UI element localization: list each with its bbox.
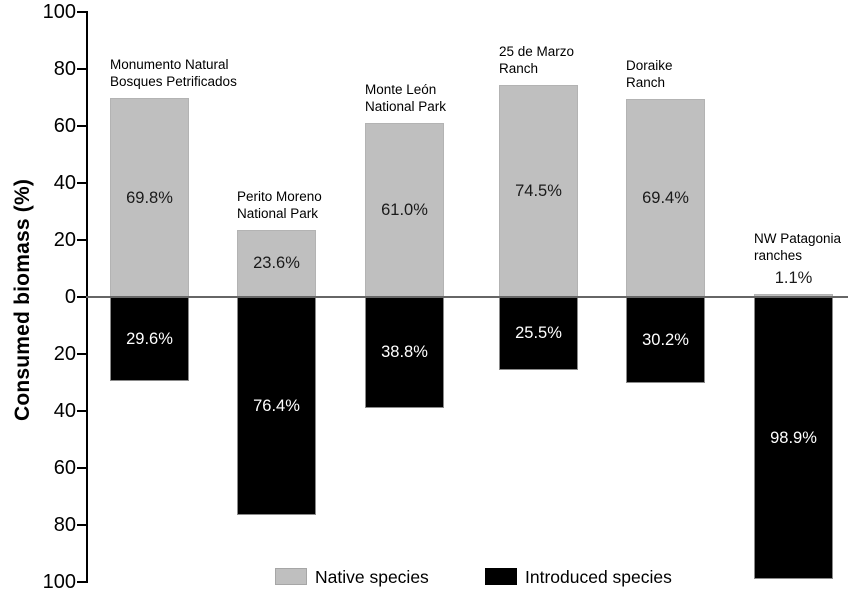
native-bar — [499, 84, 578, 297]
introduced-bar — [499, 297, 578, 370]
introduced-value-label: 76.4% — [253, 396, 300, 415]
legend-label: Introduced species — [525, 567, 672, 587]
y-tick-label: 80 — [53, 514, 76, 536]
y-tick-mark — [77, 353, 86, 355]
introduced-bar — [110, 297, 189, 382]
native-value-label: 61.0% — [381, 201, 428, 220]
y-tick-label: 20 — [53, 343, 76, 365]
bar-category-label: Perito Moreno National Park — [237, 188, 322, 221]
y-tick-label: 20 — [53, 229, 76, 251]
native-bar — [365, 123, 444, 297]
introduced-bar — [365, 297, 444, 408]
y-tick-label: 100 — [42, 1, 76, 23]
y-tick-label: 0 — [64, 286, 76, 308]
y-tick-label: 40 — [53, 172, 76, 194]
native-value-label: 69.4% — [642, 189, 689, 208]
native-value-label: 23.6% — [253, 254, 300, 273]
y-tick-mark — [77, 581, 86, 583]
y-tick-mark — [77, 296, 86, 298]
y-tick-mark — [77, 467, 86, 469]
y-tick-mark — [77, 125, 86, 127]
introduced-bar — [237, 297, 316, 515]
legend-swatch — [275, 568, 307, 585]
y-tick-label: 80 — [53, 58, 76, 80]
bar-category-label: 25 de Marzo Ranch — [499, 43, 575, 76]
bar-category-label: Monumento Natural Bosques Petrificados — [110, 57, 237, 90]
zero-baseline — [86, 296, 848, 298]
native-value-label: 1.1% — [774, 268, 813, 287]
legend-label: Native species — [315, 567, 429, 587]
introduced-value-label: 29.6% — [126, 330, 173, 349]
y-tick-mark — [77, 182, 86, 184]
bar-category-label: Doraike Ranch — [626, 58, 673, 91]
introduced-value-label: 98.9% — [770, 428, 817, 447]
native-value-label: 69.8% — [126, 188, 173, 207]
y-tick-mark — [77, 239, 86, 241]
introduced-bar — [754, 297, 833, 579]
y-tick-mark — [77, 410, 86, 412]
y-tick-label: 60 — [53, 115, 76, 137]
introduced-value-label: 38.8% — [381, 343, 428, 362]
legend-swatch — [485, 568, 517, 585]
y-tick-label: 40 — [53, 400, 76, 422]
y-tick-label: 100 — [42, 571, 76, 593]
introduced-value-label: 30.2% — [642, 331, 689, 350]
y-tick-mark — [77, 68, 86, 70]
y-tick-mark — [77, 524, 86, 526]
bar-category-label: Monte León National Park — [365, 82, 447, 115]
y-tick-label: 60 — [53, 457, 76, 479]
native-value-label: 74.5% — [515, 181, 562, 200]
introduced-value-label: 25.5% — [515, 324, 562, 343]
native-bar — [110, 98, 189, 297]
y-tick-mark — [77, 11, 86, 13]
bar-category-label: NW Patagonia ranches — [754, 230, 842, 263]
native-bar — [626, 99, 705, 297]
native-bar — [237, 229, 316, 297]
